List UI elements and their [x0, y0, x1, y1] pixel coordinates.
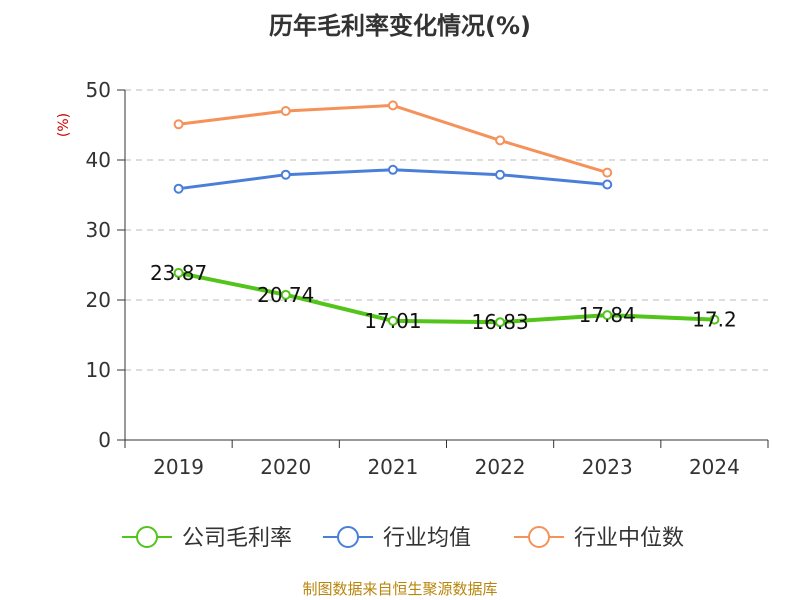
legend-item-2[interactable]: 行业中位数: [514, 526, 684, 551]
data-point-s0-2020[interactable]: [280, 289, 291, 300]
legend-item-1[interactable]: 行业均值: [323, 526, 471, 551]
y-axis-unit: (%): [56, 113, 72, 137]
data-point-s1-2019[interactable]: [173, 183, 184, 194]
y-tick-label-50: 50: [86, 78, 111, 102]
grid-lines: [125, 89, 768, 371]
axes: 0 10 20 30 40 50 2019 2020 2021 2022 2023 2024: [86, 78, 769, 479]
x-tick-label-2022: 2022: [475, 455, 526, 479]
data-point-s1-2021[interactable]: [387, 164, 398, 175]
x-tick-label-2021: 2021: [367, 455, 418, 479]
data-label-2022: 16.83: [471, 310, 528, 334]
series-layer: [173, 100, 720, 328]
data-label-2024: 17.2: [692, 308, 737, 332]
x-tick-label-2024: 2024: [689, 455, 740, 479]
y-tick-label-10: 10: [86, 358, 111, 382]
legend-label-1: 行业均值: [383, 526, 471, 551]
x-tick-label-2020: 2020: [260, 455, 311, 479]
chart-title: 历年毛利率变化情况(%): [269, 12, 531, 40]
data-point-s1-2020[interactable]: [280, 169, 291, 180]
legend-item-0[interactable]: 公司毛利率: [122, 526, 292, 551]
y-tick-label-40: 40: [86, 148, 111, 172]
legend-label-2: 行业中位数: [574, 526, 684, 551]
series-line-2: [178, 103, 608, 175]
x-tick-label-2023: 2023: [582, 455, 633, 479]
legend-label-0: 公司毛利率: [182, 526, 292, 551]
data-point-s2-2019[interactable]: [173, 119, 184, 130]
data-point-s2-2023[interactable]: [602, 167, 613, 178]
data-label-2020: 20.74: [257, 283, 314, 307]
data-labels: 23.87 20.74 17.01 16.83 17.84 17.2: [150, 261, 737, 334]
data-point-s0-2023[interactable]: [602, 310, 613, 321]
data-point-s0-2019[interactable]: [173, 267, 184, 278]
legend-swatch-marker-0: [136, 526, 158, 548]
data-source-note: 制图数据来自恒生聚源数据库: [302, 580, 497, 598]
data-point-s0-2024[interactable]: [709, 314, 720, 325]
series-line-0: [178, 270, 715, 325]
legend-swatch-marker-2: [528, 526, 550, 548]
data-point-s1-2022[interactable]: [495, 169, 506, 180]
y-tick-label-0: 0: [98, 428, 111, 452]
legend[interactable]: 公司毛利率 行业均值 行业中位数: [122, 526, 684, 551]
data-point-s0-2021[interactable]: [387, 315, 398, 326]
y-tick-label-30: 30: [86, 218, 111, 242]
data-label-2019: 23.87: [150, 261, 207, 285]
data-point-s0-2022[interactable]: [495, 317, 506, 328]
data-point-s2-2020[interactable]: [280, 106, 291, 116]
y-tick-label-20: 20: [86, 288, 111, 312]
data-point-s1-2023[interactable]: [602, 179, 613, 190]
data-label-2021: 17.01: [364, 309, 421, 333]
legend-swatch-marker-1: [337, 526, 359, 548]
x-tick-label-2019: 2019: [153, 455, 204, 479]
data-point-s2-2021[interactable]: [387, 100, 398, 111]
data-point-s2-2022[interactable]: [495, 135, 506, 146]
data-label-2023: 17.84: [579, 303, 636, 327]
